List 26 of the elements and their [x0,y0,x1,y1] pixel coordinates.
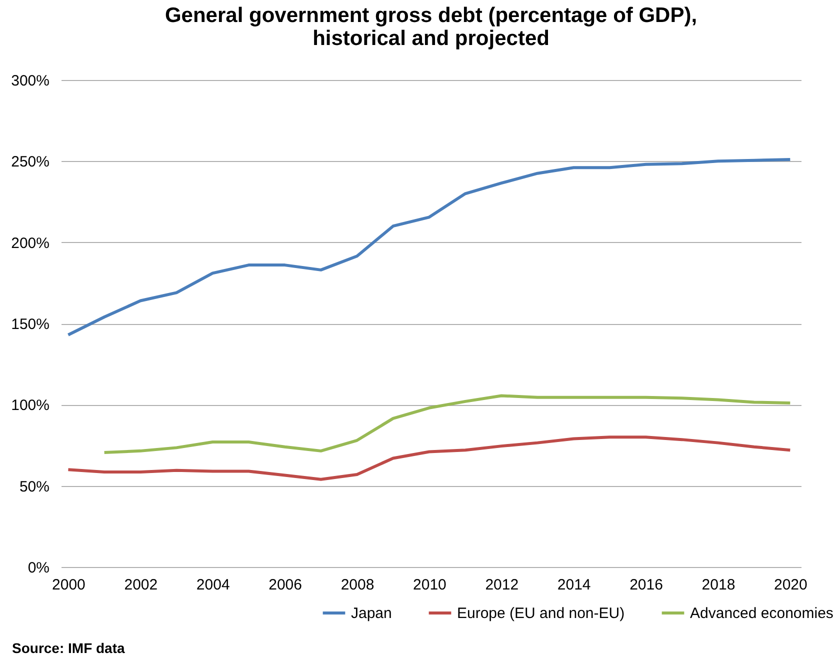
y-tick-label: 100% [11,397,50,414]
y-tick-label: 150% [11,316,50,333]
x-tick-label: 2010 [413,576,446,594]
y-tick-label: 200% [11,234,50,252]
y-tick-label: 250% [11,154,50,171]
y-tick-label: 300% [11,72,50,90]
y-tick-label: 0% [28,560,50,576]
line-series [66,158,792,336]
x-tick-label: 2008 [340,576,374,594]
legend-label: Advanced economies [690,605,834,622]
chart-title: General government gross debt (percentage of GDP), historical and projected [164,4,698,50]
legend-label: Japan [351,605,392,622]
x-tick-label: 2006 [268,576,302,594]
y-tick-label: 50% [19,478,50,496]
x-tick-label: 2000 [52,576,86,594]
x-tick-label: 2020 [774,576,808,594]
x-tick-label: 2012 [485,576,519,594]
x-tick-label: 2018 [702,576,736,594]
x-tick-label: 2014 [557,576,591,594]
x-tick-label: 2016 [630,576,663,594]
legend-label: Europe (EU and non-EU) [457,605,625,622]
line-series [102,394,792,454]
line-series [66,436,792,481]
x-tick-label: 2002 [124,576,158,594]
source-note: Source: IMF data [12,640,125,656]
x-tick-label: 2004 [196,576,230,594]
